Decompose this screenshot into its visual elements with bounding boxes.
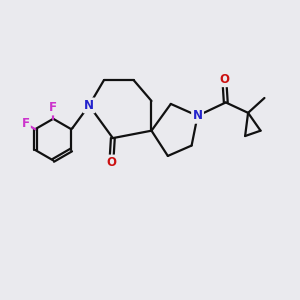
Text: N: N	[84, 99, 94, 112]
Text: F: F	[21, 117, 29, 130]
Text: N: N	[193, 109, 202, 122]
Text: F: F	[49, 101, 57, 114]
Text: O: O	[106, 156, 116, 169]
Text: O: O	[219, 73, 229, 86]
